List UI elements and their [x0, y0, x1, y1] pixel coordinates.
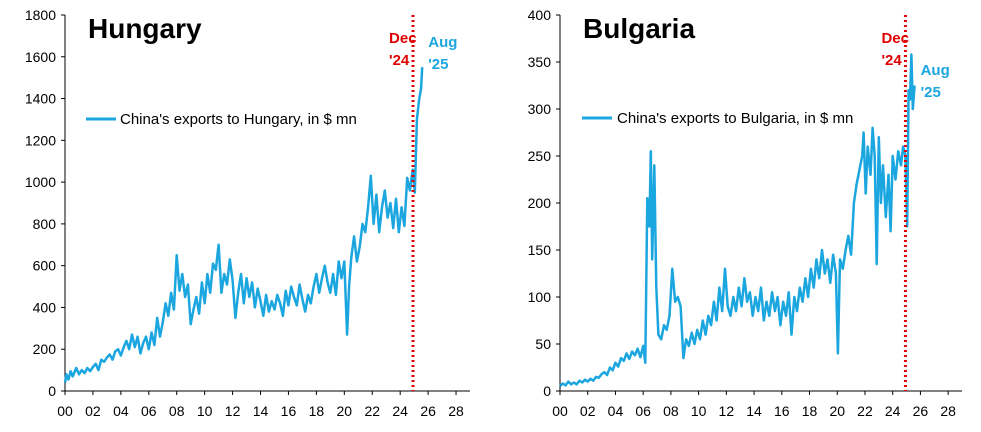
x-tick-label: 14 [253, 403, 269, 419]
x-tick-label: 02 [580, 403, 596, 419]
y-tick-label: 0 [48, 383, 56, 399]
x-tick-label: 16 [281, 403, 297, 419]
x-tick-label: 22 [857, 403, 873, 419]
x-tick-label: 20 [829, 403, 845, 419]
series-line [63, 67, 424, 383]
x-tick-label: 06 [141, 403, 157, 419]
x-tick-label: 26 [913, 403, 929, 419]
x-tick-label: 00 [552, 403, 568, 419]
x-tick-label: 16 [774, 403, 790, 419]
annotation-line2: '25 [921, 84, 941, 101]
bulgaria-chart-panel: 0 50 100 150 200 250 300 350 400 00 02 04 06 08 10 12 14… [528, 7, 962, 419]
x-tick-label: 12 [225, 403, 241, 419]
y-tick-label: 1000 [25, 174, 56, 190]
y-tick-label: 400 [528, 7, 552, 23]
y-tick-label: 200 [528, 195, 552, 211]
annotation-line2: '24 [881, 52, 902, 69]
x-tick-label: 08 [663, 403, 679, 419]
x-tick-label: 26 [420, 403, 436, 419]
annotation-line1: Aug [921, 62, 950, 79]
x-tick-label: 12 [719, 403, 735, 419]
x-tick-label: 14 [746, 403, 762, 419]
x-tick-label: 18 [309, 403, 325, 419]
y-tick-label: 250 [528, 148, 552, 164]
x-tick-label: 08 [169, 403, 185, 419]
legend-label: China's exports to Bulgaria, in $ mn [617, 110, 853, 127]
annotation-line1: Dec [389, 30, 417, 47]
series-line [559, 53, 916, 388]
x-tick-label: 20 [337, 403, 353, 419]
y-tick-label: 1200 [25, 132, 56, 148]
x-tick-label: 04 [113, 403, 129, 419]
y-tick-label: 1400 [25, 91, 56, 107]
annotation-line2: '25 [428, 56, 448, 73]
legend-label: China's exports to Hungary, in $ mn [120, 111, 357, 128]
y-tick-label: 1600 [25, 49, 56, 65]
x-tick-label: 00 [57, 403, 73, 419]
y-tick-label: 0 [543, 383, 551, 399]
y-tick-label: 150 [528, 242, 552, 258]
y-tick-label: 300 [528, 101, 552, 117]
x-tick-label: 04 [608, 403, 624, 419]
annotation-line2: '24 [389, 52, 410, 69]
y-tick-label: 50 [535, 336, 551, 352]
y-tick-label: 200 [33, 341, 57, 357]
hungary-chart-panel: 0 200 400 600 800 1000 1200 1400 1600 1800 00 02 04 0… [25, 7, 470, 419]
x-tick-label: 10 [197, 403, 213, 419]
x-tick-label: 22 [364, 403, 380, 419]
x-tick-label: 24 [392, 403, 408, 419]
y-tick-label: 800 [33, 216, 57, 232]
y-tick-label: 400 [33, 299, 57, 315]
annotation-line1: Aug [428, 34, 457, 51]
chart-title: Hungary [88, 13, 202, 44]
y-tick-label: 600 [33, 258, 57, 274]
x-tick-label: 18 [802, 403, 818, 419]
x-tick-label: 10 [691, 403, 707, 419]
y-tick-label: 100 [528, 289, 552, 305]
x-tick-label: 28 [940, 403, 956, 419]
x-tick-label: 02 [85, 403, 101, 419]
x-tick-label: 24 [885, 403, 901, 419]
chart-title: Bulgaria [583, 13, 695, 44]
x-tick-label: 06 [635, 403, 651, 419]
annotation-line1: Dec [881, 30, 909, 47]
y-tick-label: 350 [528, 54, 552, 70]
y-tick-label: 1800 [25, 7, 56, 23]
x-tick-label: 28 [448, 403, 464, 419]
